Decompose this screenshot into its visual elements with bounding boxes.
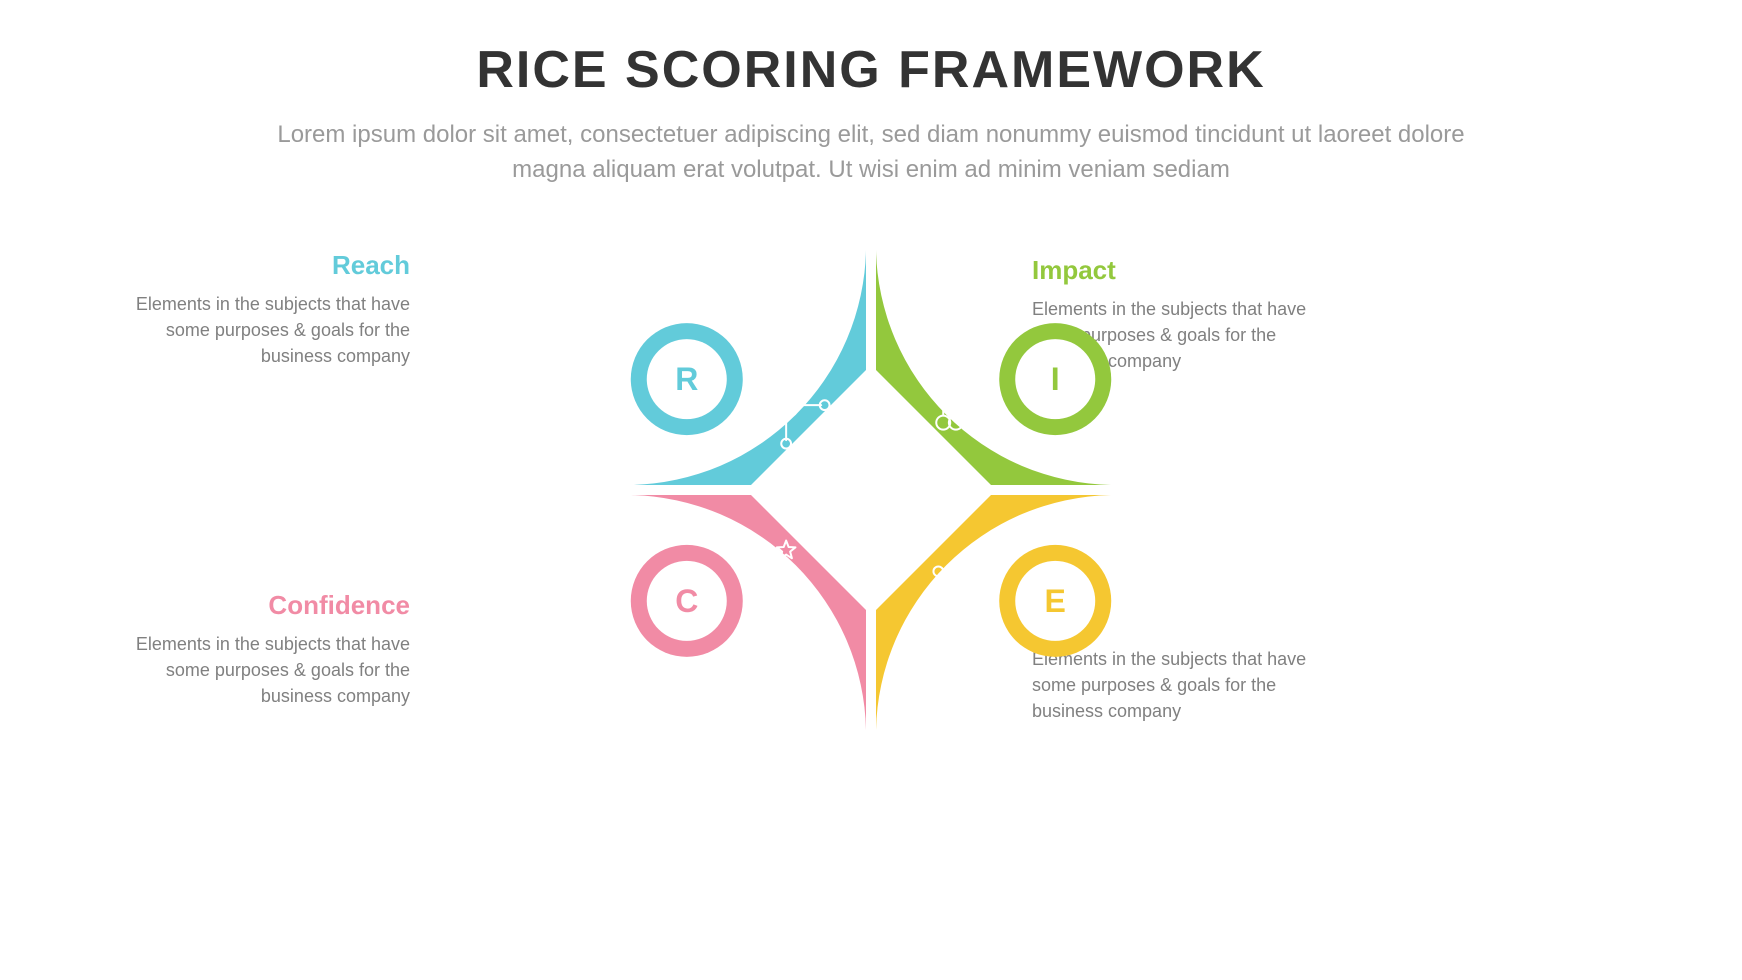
effort-badge-letter: E: [1045, 583, 1066, 619]
confidence-description: Elements in the subjects that have some …: [110, 631, 410, 709]
page-root: RICE SCORING FRAMEWORK Lorem ipsum dolor…: [0, 0, 1742, 980]
confidence-badge-letter: C: [675, 583, 698, 619]
reach-description: Elements in the subjects that have some …: [110, 291, 410, 369]
page-subtitle: Lorem ipsum dolor sit amet, consectetuer…: [271, 118, 1471, 188]
rice-diagram: R I C E: [591, 210, 1151, 770]
reach-text-block: Reach Elements in the subjects that have…: [110, 250, 410, 369]
confidence-title: Confidence: [110, 590, 410, 621]
network-icon: [743, 362, 830, 449]
reach-title: Reach: [110, 250, 410, 281]
confidence-text-block: Confidence Elements in the subjects that…: [110, 590, 410, 709]
page-title: RICE SCORING FRAMEWORK: [0, 40, 1742, 100]
page-header: RICE SCORING FRAMEWORK Lorem ipsum dolor…: [0, 40, 1742, 188]
diagram-svg: R I C E: [591, 210, 1151, 770]
reach-badge-letter: R: [675, 361, 698, 397]
impact-badge-letter: I: [1051, 361, 1060, 397]
